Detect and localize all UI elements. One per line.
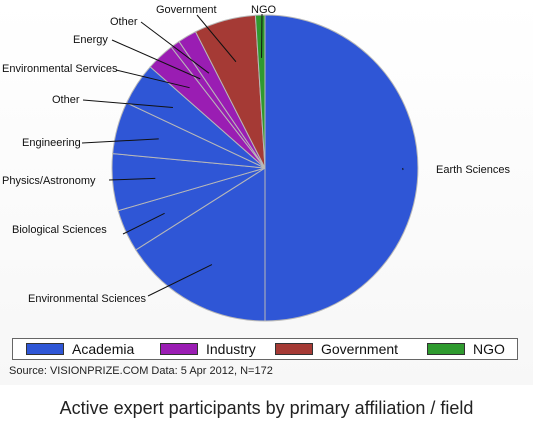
figure-caption: Active expert participants by primary af… xyxy=(59,398,474,418)
legend-swatch xyxy=(160,343,198,355)
slice-label: Engineering xyxy=(22,137,81,149)
pie-slice xyxy=(264,14,419,322)
legend-swatch xyxy=(26,343,64,355)
leader-line xyxy=(82,99,173,109)
slice-label: Government xyxy=(156,4,217,16)
leader-line xyxy=(140,21,210,74)
pie-slice xyxy=(135,167,266,322)
leader-line xyxy=(147,264,213,297)
legend-label: Government xyxy=(321,341,399,357)
pie-chart: Earth Sciences Environmental Sciences Biol… xyxy=(2,4,510,322)
leader-line xyxy=(111,39,201,80)
legend-label: Industry xyxy=(206,341,256,357)
chart-legend: Academia Industry Government NGO xyxy=(12,338,518,360)
slice-label: Other xyxy=(52,94,80,106)
slice-label: NGO xyxy=(251,4,277,16)
legend-label: Academia xyxy=(72,341,135,357)
legend-label: NGO xyxy=(473,341,505,357)
leader-line xyxy=(196,14,237,63)
legend-swatch xyxy=(427,343,465,355)
slice-label: Physics/Astronomy xyxy=(2,175,96,187)
slice-label: Energy xyxy=(73,34,108,46)
leader-line xyxy=(122,212,165,235)
leader-line xyxy=(115,69,190,89)
chart-figure: Earth Sciences Environmental Sciences Biol… xyxy=(0,0,533,385)
caption-band xyxy=(0,385,533,429)
slice-label: Environmental Services xyxy=(2,63,118,75)
legend-swatch xyxy=(275,343,313,355)
pie-slice xyxy=(254,14,266,169)
slice-label: Earth Sciences xyxy=(436,164,510,176)
leader-line xyxy=(81,138,159,144)
source-note: Source: VISIONPRIZE.COM Data: 5 Apr 2012… xyxy=(9,365,273,377)
slice-label: Other xyxy=(110,16,138,28)
slice-label: Biological Sciences xyxy=(12,224,107,236)
leader-line xyxy=(108,177,156,181)
slice-label: Environmental Sciences xyxy=(28,293,147,305)
